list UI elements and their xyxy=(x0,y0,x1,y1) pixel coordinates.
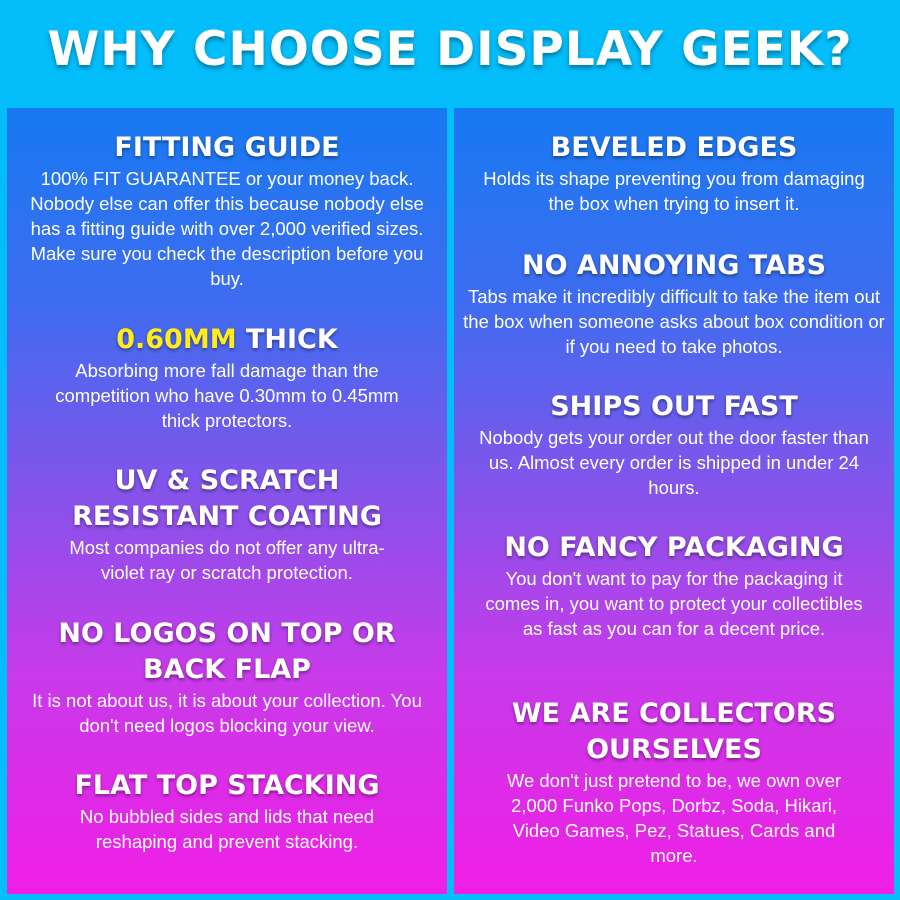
feature-heading: 0.60MM THICK xyxy=(7,322,447,358)
feature-body: It is not about us, it is about your col… xyxy=(32,690,422,736)
feature-body: You don't want to pay for the packaging … xyxy=(485,568,863,639)
feature-heading: FITTING GUIDE xyxy=(114,132,340,163)
feature-heading: NO FANCY PACKAGING xyxy=(504,532,844,563)
right-feature-panel: BEVELED EDGES Holds its shape preventing… xyxy=(454,108,894,894)
feature-body: Holds its shape preventing you from dama… xyxy=(483,168,865,214)
thickness-highlight: 0.60MM xyxy=(116,324,237,355)
feature-body: Absorbing more fall damage than the comp… xyxy=(55,360,399,431)
feature-no-tabs: NO ANNOYING TABS Tabs make it incredibly… xyxy=(454,248,894,359)
feature-thickness: 0.60MM THICK Absorbing more fall damage … xyxy=(7,322,447,433)
feature-heading: NO LOGOS ON TOP OR BACK FLAP xyxy=(58,618,396,685)
feature-heading: SHIPS OUT FAST xyxy=(550,391,798,422)
feature-body: 100% FIT GUARANTEE or your money back. N… xyxy=(30,168,424,289)
feature-body: Nobody gets your order out the door fast… xyxy=(479,427,869,498)
feature-ships-fast: SHIPS OUT FAST Nobody gets your order ou… xyxy=(454,389,894,500)
feature-body: Most companies do not offer any ultra-vi… xyxy=(69,537,385,583)
feature-beveled-edges: BEVELED EDGES Holds its shape preventing… xyxy=(454,130,894,216)
feature-heading: BEVELED EDGES xyxy=(550,132,798,163)
feature-body: Tabs make it incredibly difficult to tak… xyxy=(463,286,885,357)
feature-heading-text: THICK xyxy=(236,324,338,355)
feature-uv-coating: UV & SCRATCH RESISTANT COATING Most comp… xyxy=(7,463,447,585)
page-title: WHY CHOOSE DISPLAY GEEK? xyxy=(47,22,853,77)
feature-heading: UV & SCRATCH RESISTANT COATING xyxy=(72,465,382,532)
feature-no-packaging: NO FANCY PACKAGING You don't want to pay… xyxy=(454,530,894,641)
feature-collectors: WE ARE COLLECTORS OURSELVES We don't jus… xyxy=(454,696,894,868)
feature-body: No bubbled sides and lids that need resh… xyxy=(79,806,375,852)
feature-flat-top: FLAT TOP STACKING No bubbled sides and l… xyxy=(7,768,447,854)
feature-no-logos: NO LOGOS ON TOP OR BACK FLAP It is not a… xyxy=(7,616,447,738)
feature-heading: WE ARE COLLECTORS OURSELVES xyxy=(511,698,837,765)
feature-heading: NO ANNOYING TABS xyxy=(521,250,827,281)
feature-heading: FLAT TOP STACKING xyxy=(74,770,380,801)
feature-fitting-guide: FITTING GUIDE 100% FIT GUARANTEE or your… xyxy=(7,130,447,291)
feature-body: We don't just pretend to be, we own over… xyxy=(506,770,842,866)
left-feature-panel: FITTING GUIDE 100% FIT GUARANTEE or your… xyxy=(7,108,447,894)
